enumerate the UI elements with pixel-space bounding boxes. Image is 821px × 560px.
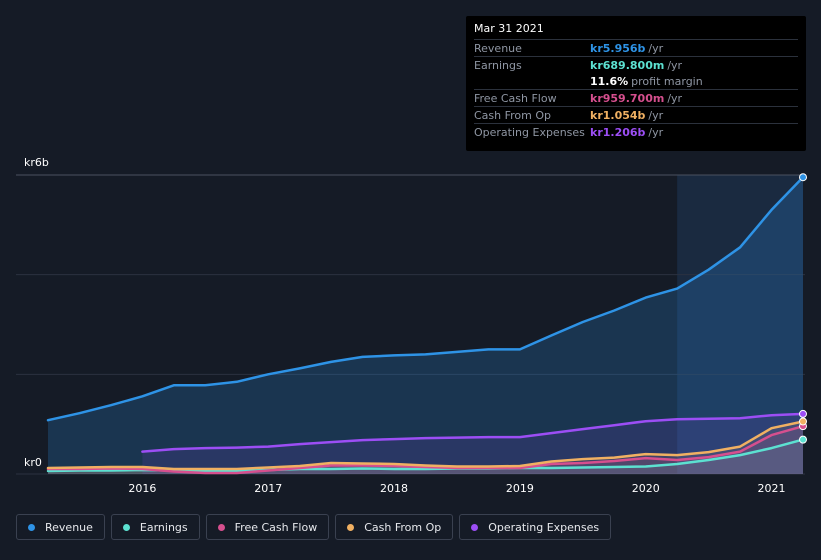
line-cash-from-op — [46, 420, 805, 471]
legend-item-revenue[interactable]: Revenue — [16, 514, 105, 540]
legend-dot-icon — [28, 523, 35, 531]
legend: Revenue Earnings Free Cash Flow Cash Fro… — [16, 514, 612, 540]
legend-item-earnings[interactable]: Earnings — [110, 514, 200, 540]
legend-dot-icon — [217, 523, 225, 531]
tooltip-label: Cash From Op — [474, 108, 552, 122]
legend-item-free-cash-flow[interactable]: Free Cash Flow — [205, 514, 330, 540]
tooltip-unit: /yr — [667, 91, 683, 105]
line-operating-expenses — [141, 412, 805, 453]
tooltip-row-cash-from-op: Cash From Op kr1.054b /yr — [474, 106, 798, 123]
tooltip-row-revenue: Revenue kr5.956b /yr — [474, 39, 798, 56]
tooltip-value: kr5.956b — [590, 41, 646, 55]
tooltip-value: kr1.054b — [590, 108, 646, 122]
end-marker-operating-expenses — [799, 409, 807, 418]
tooltip-unit: /yr — [667, 58, 683, 72]
tooltip: Mar 31 2021 Revenue kr5.956b /yr Earning… — [466, 16, 806, 151]
end-marker-cash-from-op — [799, 417, 807, 426]
x-tick-label: 2020 — [631, 482, 660, 495]
end-marker-earnings — [799, 435, 807, 444]
tooltip-row-profit-margin: 11.6% profit margin — [474, 73, 798, 89]
tooltip-value: kr689.800m — [590, 58, 665, 72]
tooltip-row-earnings: Earnings kr689.800m /yr — [474, 56, 798, 73]
legend-label: Cash From Op — [364, 520, 442, 534]
x-tick-label: 2019 — [505, 482, 534, 495]
tooltip-row-operating-expenses: Operating Expenses kr1.206b /yr — [474, 123, 798, 140]
legend-label: Free Cash Flow — [234, 520, 318, 534]
tooltip-label: Revenue — [474, 41, 522, 55]
legend-label: Operating Expenses — [488, 520, 600, 534]
x-tick-label: 2016 — [128, 482, 157, 495]
tooltip-value: kr1.206b — [590, 125, 646, 139]
x-tick-label: 2021 — [757, 482, 786, 495]
y-tick-label-bottom: kr0 — [24, 456, 42, 469]
legend-item-cash-from-op[interactable]: Cash From Op — [335, 514, 454, 540]
legend-dot-icon — [347, 523, 355, 531]
grid — [16, 174, 805, 475]
tooltip-row-free-cash-flow: Free Cash Flow kr959.700m /yr — [474, 89, 798, 106]
series-end-markers — [799, 173, 807, 444]
legend-label: Revenue — [45, 520, 93, 534]
x-tick-label: 2018 — [380, 482, 409, 495]
tooltip-value: kr959.700m — [590, 91, 665, 105]
legend-dot-icon — [122, 523, 130, 531]
tooltip-label: Free Cash Flow — [474, 91, 557, 105]
end-marker-revenue — [799, 173, 807, 182]
tooltip-date: Mar 31 2021 — [474, 22, 544, 35]
line-free-cash-flow — [46, 424, 805, 475]
y-tick-label-top: kr6b — [24, 156, 49, 169]
tooltip-unit: /yr — [648, 41, 664, 55]
legend-label: Earnings — [139, 520, 188, 534]
series-lines — [46, 175, 805, 475]
tooltip-label: Earnings — [474, 58, 522, 72]
highlight-band — [677, 175, 803, 474]
tooltip-unit: /yr — [648, 125, 664, 139]
legend-item-operating-expenses[interactable]: Operating Expenses — [459, 514, 612, 540]
line-revenue — [46, 175, 805, 422]
legend-dot-icon — [471, 523, 479, 531]
tooltip-unit: /yr — [648, 108, 664, 122]
tooltip-value: 11.6% — [590, 74, 629, 88]
area-revenue — [48, 177, 803, 474]
tooltip-unit: profit margin — [631, 74, 703, 88]
x-tick-label: 2017 — [254, 482, 283, 495]
tooltip-label: Operating Expenses — [474, 125, 585, 139]
